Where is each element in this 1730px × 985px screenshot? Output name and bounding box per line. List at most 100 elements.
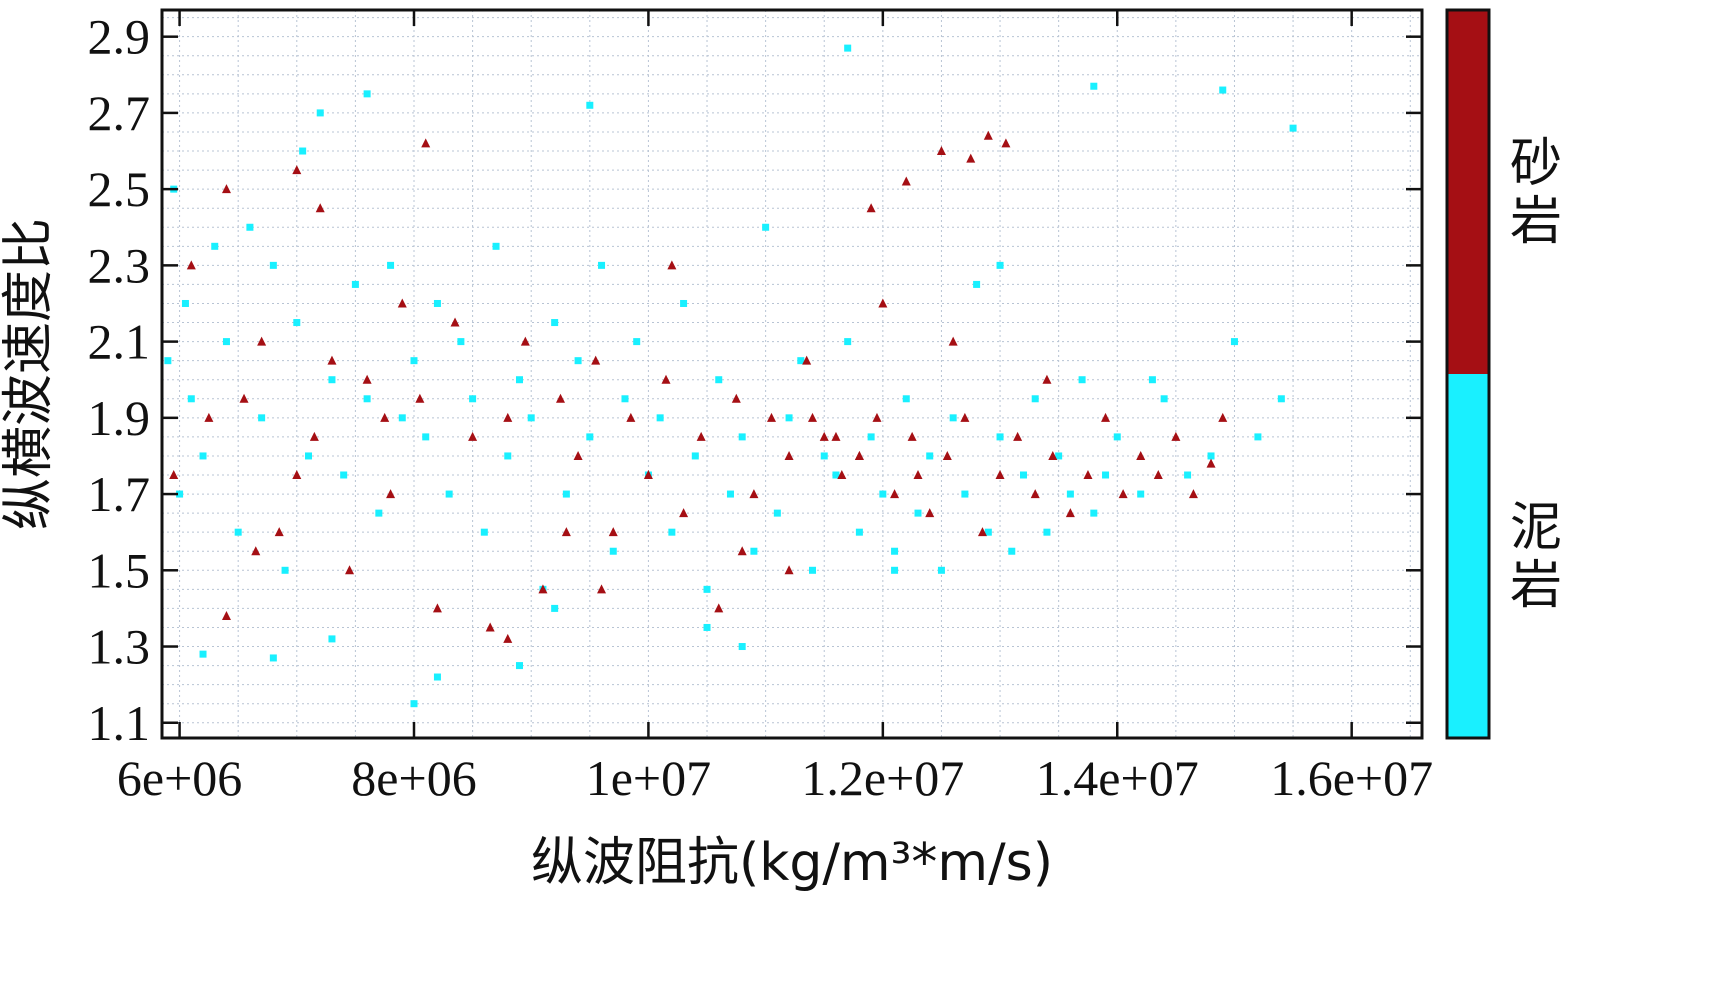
sandstone-point (626, 412, 636, 422)
mudstone-point (1008, 547, 1016, 555)
mudstone-point (305, 452, 313, 460)
data-points (164, 44, 1297, 708)
sandstone-point (1001, 138, 1011, 148)
sandstone-point (450, 317, 460, 327)
mudstone-point (609, 547, 617, 555)
colorbar-sandstone-swatch (1447, 10, 1489, 374)
mudstone-point (879, 490, 887, 498)
sandstone-point (292, 470, 302, 480)
mudstone-point (844, 338, 852, 346)
mudstone-point (328, 376, 336, 384)
mudstone-point (387, 261, 395, 269)
sandstone-point (749, 489, 759, 499)
mudstone-point (1090, 509, 1098, 517)
y-tick-label: 1.1 (88, 695, 151, 751)
mudstone-point (996, 261, 1004, 269)
y-tick-label: 2.3 (88, 237, 151, 293)
sandstone-point (221, 184, 231, 194)
sandstone-point (573, 450, 583, 460)
mudstone-point (1031, 395, 1039, 403)
sandstone-point (784, 565, 794, 575)
mudstone-point (703, 585, 711, 593)
sandstone-point (960, 412, 970, 422)
mudstone-point (1148, 376, 1156, 384)
sandstone-point (995, 470, 1005, 480)
colorbar-label-sandstone: 砂岩 (1510, 134, 1562, 252)
mudstone-point (574, 357, 582, 365)
mudstone-point (504, 452, 512, 460)
mudstone-point (445, 490, 453, 498)
sandstone-point (485, 622, 495, 632)
mudstone-point (422, 433, 430, 441)
mudstone-point (164, 357, 172, 365)
sandstone-point (1030, 489, 1040, 499)
mudstone-point (832, 471, 840, 479)
mudstone-point (750, 547, 758, 555)
mudstone-point (1160, 395, 1168, 403)
mudstone-point (527, 414, 535, 422)
sandstone-point (854, 450, 864, 460)
sandstone-point (186, 260, 196, 270)
mudstone-point (738, 433, 746, 441)
mudstone-point (433, 299, 441, 307)
mudstone-point (299, 147, 307, 155)
sandstone-point (831, 431, 841, 441)
mudstone-point (1277, 395, 1285, 403)
mudstone-point (973, 280, 981, 288)
colorbar-frame (1445, 8, 1491, 740)
sandstone-point (819, 431, 829, 441)
mudstone-point (293, 319, 301, 327)
mudstone-point (199, 650, 207, 658)
sandstone-point (561, 527, 571, 537)
mudstone-point (269, 261, 277, 269)
mudstone-point (680, 299, 688, 307)
sandstone-point (1153, 470, 1163, 480)
y-tick-label: 2.1 (88, 314, 151, 370)
mudstone-point (1219, 86, 1227, 94)
sandstone-point (925, 508, 935, 518)
sandstone-point (1171, 431, 1181, 441)
mudstone-point (773, 509, 781, 517)
mudstone-point (515, 376, 523, 384)
sandstone-point (362, 374, 372, 384)
mudstone-point (181, 299, 189, 307)
mudstone-point (586, 433, 594, 441)
sandstone-point (1206, 458, 1216, 468)
mudstone-point (797, 357, 805, 365)
mudstone-point (363, 90, 371, 98)
sandstone-point (239, 393, 249, 403)
mudstone-point (1066, 490, 1074, 498)
sandstone-point (169, 470, 179, 480)
sandstone-point (292, 165, 302, 175)
sandstone-point (872, 412, 882, 422)
sandstone-point (1101, 412, 1111, 422)
mudstone-point (258, 414, 266, 422)
mudstone-point (1230, 338, 1238, 346)
sandstone-point (597, 584, 607, 594)
sandstone-point (345, 565, 355, 575)
mudstone-point (961, 490, 969, 498)
sandstone-point (538, 584, 548, 594)
mudstone-point (621, 395, 629, 403)
mudstone-point (398, 414, 406, 422)
y-tick-label: 2.5 (88, 161, 151, 217)
mudstone-point (328, 635, 336, 643)
mudstone-point (1137, 490, 1145, 498)
sandstone-point (878, 298, 888, 308)
mudstone-point (715, 376, 723, 384)
mudstone-point (633, 338, 641, 346)
mudstone-point (937, 566, 945, 574)
mudstone-point (176, 490, 184, 498)
sandstone-point (204, 412, 214, 422)
y-tick-label: 1.7 (88, 466, 151, 522)
sandstone-point (556, 393, 566, 403)
sandstone-point (432, 603, 442, 613)
mudstone-point (726, 490, 734, 498)
y-tick-label: 2.7 (88, 85, 151, 141)
x-tick-label: 1.4e+07 (1036, 750, 1199, 806)
sandstone-point (1083, 470, 1093, 480)
mudstone-point (703, 623, 711, 631)
sandstone-point (766, 412, 776, 422)
mudstone-point (410, 700, 418, 708)
mudstone-point (187, 395, 195, 403)
